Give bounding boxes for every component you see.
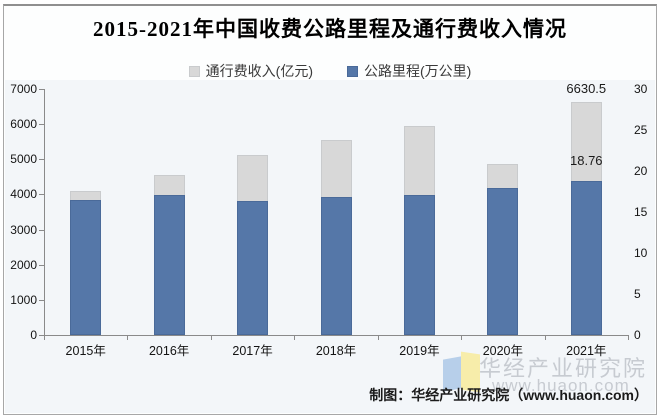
road-mileage-swatch-icon [347, 65, 358, 77]
y-axis-label-left: 5000 [10, 152, 37, 167]
y-axis-line [44, 89, 45, 335]
bar-road-mileage-2017 [237, 200, 269, 335]
legend: 通行费收入(亿元) 公路里程(万公里) [0, 61, 660, 81]
y-axis-tick-left [39, 264, 44, 266]
y-axis-tick-left [39, 299, 44, 301]
y-axis-label-right: 10 [634, 246, 648, 260]
y-axis-label-right: 5 [634, 287, 641, 301]
bar-road-mileage-2015 [70, 200, 102, 335]
watermark-brand: 华经产业研究院 [479, 356, 648, 381]
data-label-road-mileage: 18.76 [570, 153, 603, 169]
x-axis-tick [628, 336, 629, 340]
x-axis-label-2019: 2019年 [399, 344, 440, 358]
y-axis-tick-left [39, 194, 44, 196]
bar-road-mileage-2020 [487, 188, 519, 335]
y-axis-tick-left [39, 89, 44, 90]
chart-title: 2015-2021年中国收费公路里程及通行费收入情况 [93, 17, 567, 41]
bar-road-mileage-2021 [570, 181, 602, 335]
x-axis-tick [461, 336, 463, 340]
y-axis-label-right: 20 [634, 164, 648, 178]
watermark-url: www.huaon.com [492, 376, 630, 395]
y-axis-label-right: 0 [634, 328, 641, 342]
x-axis-tick [210, 336, 212, 340]
legend-label-road-mileage: 公路里程(万公里) [364, 63, 472, 79]
y-axis-label-left: 7000 [10, 82, 37, 96]
toll-revenue-swatch-icon [188, 65, 200, 77]
legend-label-toll-revenue: 通行费收入(亿元) [205, 63, 313, 79]
legend-item-toll-revenue: 通行费收入(亿元) [188, 61, 313, 81]
x-axis-tick [127, 336, 129, 340]
y-axis-tick-left [39, 229, 44, 231]
y-axis-label-left: 0 [30, 328, 37, 342]
y-axis-tick-left [39, 159, 44, 161]
x-axis-tick [544, 336, 546, 340]
x-axis-tick [294, 336, 296, 340]
x-axis-label-2016: 2016年 [148, 344, 190, 358]
y-axis-label-left: 3000 [10, 222, 37, 237]
bar-road-mileage-2016 [153, 194, 185, 335]
x-axis-line [44, 335, 629, 336]
x-axis-tick [377, 336, 379, 340]
y-axis-label-left: 4000 [10, 187, 37, 202]
x-axis-tick [44, 336, 45, 340]
bar-road-mileage-2018 [320, 197, 352, 335]
x-axis-label-2015: 2015年 [65, 344, 106, 358]
x-axis-label-2021: 2021年 [566, 344, 607, 358]
y-axis-tick-left [39, 335, 44, 336]
y-axis-label-left: 1000 [10, 292, 37, 307]
y-axis-tick-left [39, 124, 44, 126]
x-axis-label-2017: 2017年 [232, 344, 273, 358]
y-axis-label-right: 25 [634, 123, 648, 137]
x-axis-label-2018: 2018年 [315, 344, 357, 358]
bar-road-mileage-2019 [403, 194, 435, 335]
y-axis-label-right: 30 [634, 82, 648, 96]
x-axis-label-2020: 2020年 [482, 344, 523, 358]
y-axis-label-left: 2000 [10, 257, 37, 272]
legend-item-road-mileage: 公路里程(万公里) [347, 61, 471, 81]
y-axis-label-right: 15 [634, 205, 648, 219]
data-label-toll-revenue: 6630.5 [566, 80, 607, 96]
credit-caption: 制图：华经产业研究院（www.huaon.com） [369, 387, 648, 403]
y-axis-label-left: 6000 [10, 117, 37, 132]
